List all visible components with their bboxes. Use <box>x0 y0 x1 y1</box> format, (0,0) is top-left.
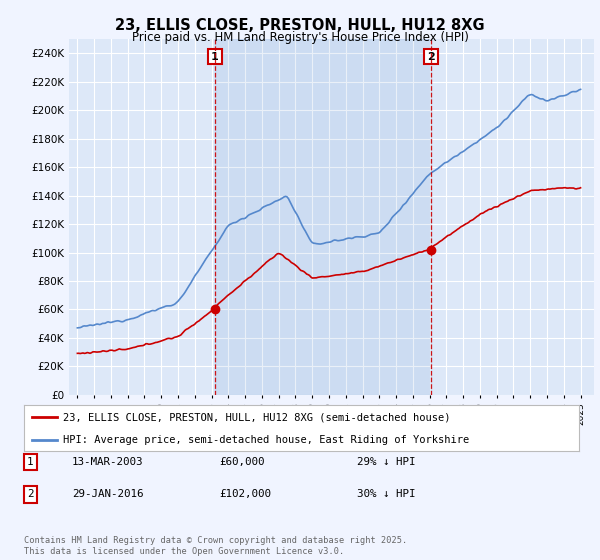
Bar <box>215 39 431 395</box>
Text: 2: 2 <box>427 52 435 62</box>
Text: £102,000: £102,000 <box>219 489 271 500</box>
Text: 23, ELLIS CLOSE, PRESTON, HULL, HU12 8XG (semi-detached house): 23, ELLIS CLOSE, PRESTON, HULL, HU12 8XG… <box>63 412 451 422</box>
Text: £60,000: £60,000 <box>219 457 265 467</box>
Text: 23, ELLIS CLOSE, PRESTON, HULL, HU12 8XG: 23, ELLIS CLOSE, PRESTON, HULL, HU12 8XG <box>115 18 485 34</box>
Text: 1: 1 <box>211 52 219 62</box>
Text: Price paid vs. HM Land Registry's House Price Index (HPI): Price paid vs. HM Land Registry's House … <box>131 31 469 44</box>
Text: 29% ↓ HPI: 29% ↓ HPI <box>357 457 416 467</box>
Text: 29-JAN-2016: 29-JAN-2016 <box>72 489 143 500</box>
Text: Contains HM Land Registry data © Crown copyright and database right 2025.
This d: Contains HM Land Registry data © Crown c… <box>24 536 407 556</box>
Text: HPI: Average price, semi-detached house, East Riding of Yorkshire: HPI: Average price, semi-detached house,… <box>63 435 469 445</box>
Text: 13-MAR-2003: 13-MAR-2003 <box>72 457 143 467</box>
Text: 30% ↓ HPI: 30% ↓ HPI <box>357 489 416 500</box>
Text: 1: 1 <box>27 457 34 467</box>
Text: 2: 2 <box>27 489 34 500</box>
